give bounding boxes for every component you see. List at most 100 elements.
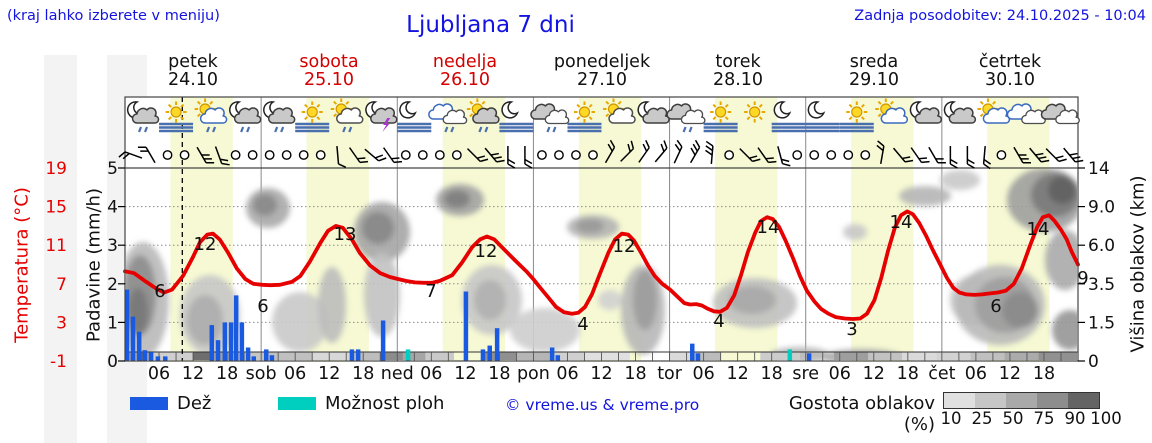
wind-calm-icon <box>179 150 190 160</box>
temperature-curve <box>123 209 1080 321</box>
hour-label: 12 <box>318 364 340 384</box>
low-cloud-segment <box>584 352 630 360</box>
weather-icon <box>771 101 806 133</box>
low-cloud-segment <box>261 352 313 360</box>
day-header: četrtek 30.10 <box>945 53 1075 89</box>
weather-icon <box>126 101 160 133</box>
day-name: sreda <box>849 52 899 72</box>
low-cloud-segment <box>210 352 233 360</box>
wind-calm-icon <box>247 150 258 160</box>
wind-calm-icon <box>588 150 598 160</box>
hour-label: 06 <box>148 364 170 384</box>
day-header: torek 28.10 <box>673 53 803 89</box>
hour-label: 06 <box>284 364 306 384</box>
wind-barb-icon <box>949 146 958 169</box>
temp-value-label: 13 <box>334 224 357 245</box>
hour-label: 06 <box>829 364 851 384</box>
rain-bar <box>251 356 257 361</box>
hour-label: 12 <box>182 364 204 384</box>
wind-barb-icon <box>892 147 914 163</box>
temp-tick-label: 7 <box>56 275 67 295</box>
hour-label: 12 <box>454 364 476 384</box>
cloud-tick-label: 6.0 <box>1088 236 1115 256</box>
wind-calm-icon <box>451 150 462 160</box>
copyright-link[interactable]: © vreme.us & vreme.pro <box>505 396 700 414</box>
rain-bar <box>690 343 695 361</box>
precip-tick-label: 3 <box>107 236 118 256</box>
low-cloud-segment <box>902 352 937 360</box>
wind-barb-icon <box>777 146 791 167</box>
day-date: 30.10 <box>984 70 1036 90</box>
density-tick-label: 50 <box>1002 409 1024 428</box>
rain-bar <box>124 289 130 361</box>
weather-icon <box>875 98 909 124</box>
rain-bar <box>228 322 234 361</box>
low-cloud-segment <box>312 352 352 360</box>
wind-barb-icon <box>928 146 946 164</box>
temp-value-label: 9 <box>1077 268 1088 289</box>
temp-value-label: 7 <box>425 281 436 302</box>
hour-label: 12 <box>590 364 612 384</box>
precip-tick-label: 0 <box>107 352 118 372</box>
hour-label: 12 <box>863 364 885 384</box>
day-abbrev-label: čet <box>928 364 955 384</box>
day-abbrev-label: sre <box>792 364 819 384</box>
wind-barb-icon <box>910 147 930 164</box>
wind-barb-icon <box>982 145 992 170</box>
precip-tick-label: 5 <box>107 159 118 179</box>
rain-bar <box>269 355 275 361</box>
density-tick-label: 10 <box>940 409 962 428</box>
density-segment <box>975 393 1006 408</box>
density-segment <box>1006 393 1037 408</box>
wind-barb-icon <box>214 146 230 166</box>
wind-barb-icon <box>757 147 777 164</box>
rain-bar <box>148 352 154 361</box>
rain-bar <box>215 340 221 361</box>
rain-bar <box>155 356 161 361</box>
weather-icon <box>1040 103 1080 125</box>
rain-legend-label: Dež <box>177 393 212 414</box>
weather-icon <box>744 101 766 123</box>
low-cloud-segment <box>153 352 194 360</box>
hour-label: 12 <box>999 364 1021 384</box>
wind-barb-icon <box>1013 146 1032 164</box>
weather-icon <box>839 101 874 133</box>
wind-barb-icon <box>336 145 347 169</box>
rain-bar <box>806 353 812 361</box>
weather-icon <box>159 101 194 133</box>
wind-barb-icon <box>137 146 156 164</box>
weather-icon <box>194 98 228 133</box>
weather-icon <box>603 98 636 124</box>
day-date: 26.10 <box>439 70 491 90</box>
day-header: ponedeljek 27.10 <box>537 53 667 89</box>
weather-icon <box>530 103 570 133</box>
low-cloud-segment <box>193 352 211 360</box>
temp-value-label: 6 <box>257 296 268 317</box>
low-cloud-segment <box>425 352 455 360</box>
last-update: Zadnja posodobitev: 24.10.2025 - 10:04 <box>854 8 1146 24</box>
temp-tick-label: 15 <box>45 198 67 218</box>
wind-barb-icon <box>196 146 215 164</box>
weather-icon <box>330 98 364 133</box>
density-segment <box>944 393 975 408</box>
rain-bar <box>136 331 142 361</box>
hour-label: 06 <box>420 364 442 384</box>
wind-calm-icon <box>843 150 854 160</box>
hour-label: 12 <box>727 364 749 384</box>
shower-bar <box>787 349 793 361</box>
hour-label: 18 <box>488 364 510 384</box>
weather-icon <box>263 101 296 133</box>
wind-barb-icon <box>348 147 369 164</box>
wind-calm-icon <box>400 150 411 160</box>
wind-barb-icon <box>689 139 701 164</box>
density-tick-label: 75 <box>1033 409 1055 428</box>
low-cloud-segment <box>692 352 721 360</box>
hour-label: 06 <box>965 364 987 384</box>
day-header: sreda 29.10 <box>809 53 939 89</box>
wind-calm-icon <box>809 150 820 160</box>
weather-icon <box>805 101 840 133</box>
temp-tick-label: 19 <box>45 159 67 179</box>
wind-barb-icon <box>484 147 505 163</box>
